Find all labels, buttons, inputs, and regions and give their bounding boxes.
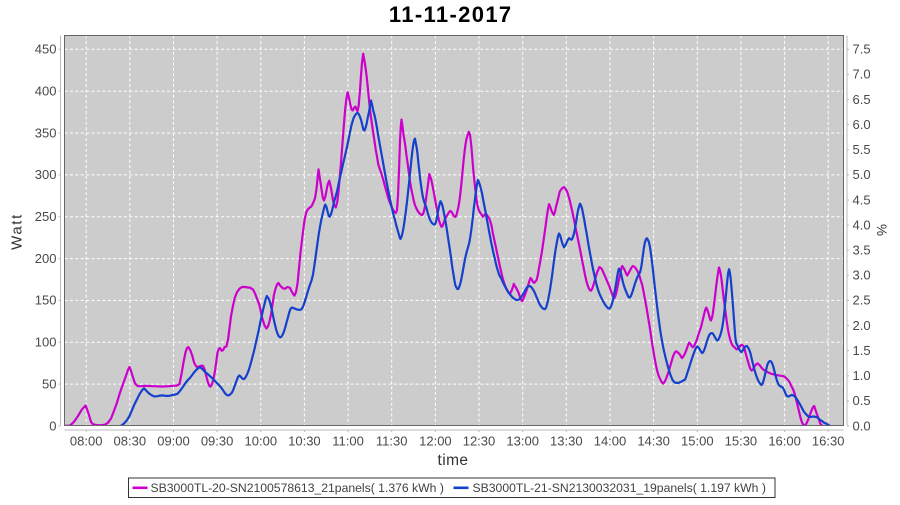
svg-text:6.0: 6.0	[853, 117, 871, 132]
svg-text:08:30: 08:30	[114, 434, 147, 449]
svg-text:09:00: 09:00	[157, 434, 190, 449]
svg-text:12:00: 12:00	[419, 434, 452, 449]
svg-text:150: 150	[35, 293, 57, 308]
svg-text:15:00: 15:00	[681, 434, 714, 449]
svg-text:11-11-2017: 11-11-2017	[389, 2, 513, 27]
svg-text:2.5: 2.5	[853, 293, 871, 308]
svg-text:16:00: 16:00	[768, 434, 801, 449]
svg-text:350: 350	[35, 125, 57, 140]
svg-text:4.0: 4.0	[853, 217, 871, 232]
svg-text:200: 200	[35, 251, 57, 266]
svg-text:14:00: 14:00	[594, 434, 627, 449]
svg-text:13:00: 13:00	[506, 434, 539, 449]
svg-text:5.0: 5.0	[853, 167, 871, 182]
svg-text:0.5: 0.5	[853, 393, 871, 408]
svg-text:7.0: 7.0	[853, 67, 871, 82]
svg-text:100: 100	[35, 335, 57, 350]
svg-text:SB3000TL-21-SN2130032031_19pan: SB3000TL-21-SN2130032031_19panels( 1.197…	[473, 481, 766, 495]
svg-text:10:30: 10:30	[288, 434, 321, 449]
svg-text:4.5: 4.5	[853, 192, 871, 207]
svg-text:0: 0	[49, 418, 56, 433]
svg-text:%: %	[874, 224, 889, 236]
svg-text:13:30: 13:30	[550, 434, 583, 449]
svg-text:2.0: 2.0	[853, 318, 871, 333]
svg-text:400: 400	[35, 84, 57, 99]
svg-text:250: 250	[35, 209, 57, 224]
svg-text:5.5: 5.5	[853, 142, 871, 157]
svg-text:12:30: 12:30	[463, 434, 496, 449]
svg-text:time: time	[438, 452, 469, 469]
svg-text:14:30: 14:30	[637, 434, 670, 449]
svg-text:1.0: 1.0	[853, 368, 871, 383]
svg-text:450: 450	[35, 42, 57, 57]
svg-text:08:00: 08:00	[70, 434, 103, 449]
svg-text:3.0: 3.0	[853, 268, 871, 283]
svg-text:300: 300	[35, 167, 57, 182]
svg-text:16:30: 16:30	[812, 434, 845, 449]
svg-text:15:30: 15:30	[725, 434, 758, 449]
svg-text:11:30: 11:30	[376, 434, 408, 449]
svg-text:6.5: 6.5	[853, 92, 871, 107]
svg-text:10:00: 10:00	[245, 434, 278, 449]
svg-text:1.5: 1.5	[853, 343, 871, 358]
svg-text:0.0: 0.0	[853, 418, 871, 433]
svg-text:11:00: 11:00	[332, 434, 364, 449]
svg-text:09:30: 09:30	[201, 434, 234, 449]
svg-text:Watt: Watt	[9, 213, 26, 250]
svg-text:3.5: 3.5	[853, 243, 871, 258]
svg-text:50: 50	[42, 376, 56, 391]
svg-text:7.5: 7.5	[853, 42, 871, 57]
svg-text:SB3000TL-20-SN2100578613_21pan: SB3000TL-20-SN2100578613_21panels( 1.376…	[151, 481, 444, 495]
